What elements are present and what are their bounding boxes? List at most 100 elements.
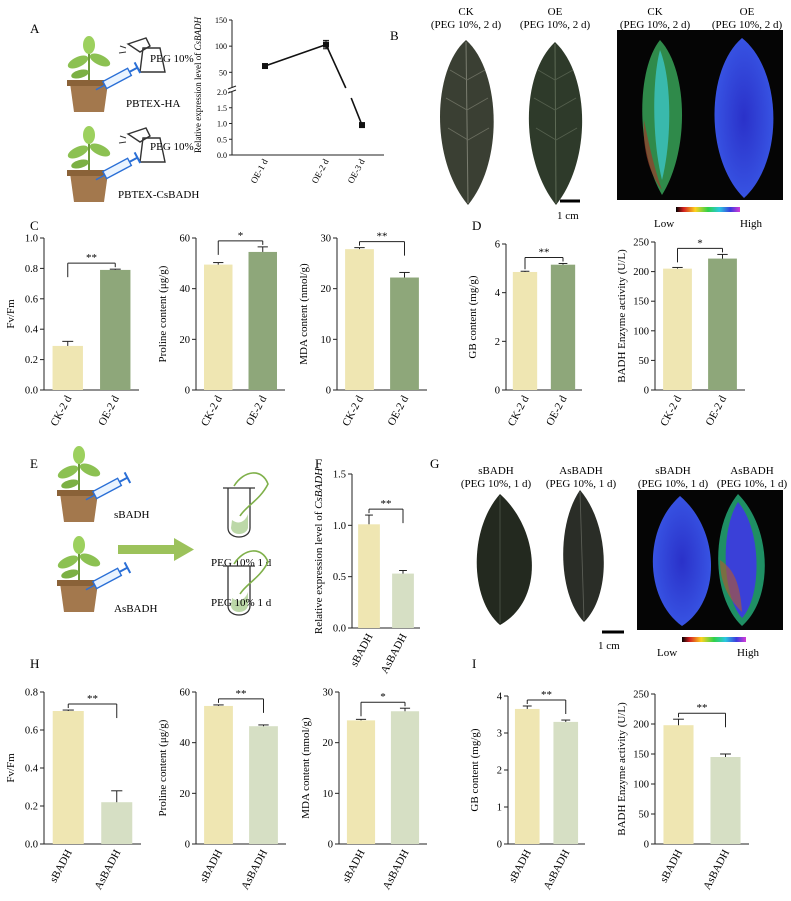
colorbar-low-g: Low [657, 647, 677, 659]
significance-label: * [697, 237, 703, 249]
bar-chart-i1: 0 1 2 3 4 GB content (mg/g) sBADH AsBADH ** [469, 689, 585, 892]
x-tick-label: OE-2 d [703, 393, 729, 427]
y-tick-label: 1.5 [217, 104, 227, 113]
y-tick-label: 250 [633, 238, 649, 249]
panel-letter-a: A [30, 21, 40, 36]
leaf-photo-oe [528, 42, 583, 205]
y-tick-label: 0 [495, 386, 500, 397]
colorbar-low-b: Low [654, 218, 674, 230]
bar [52, 711, 84, 844]
bar [204, 705, 233, 844]
bar [550, 264, 576, 390]
bar [52, 345, 83, 390]
y-tick-label: 4 [495, 288, 501, 299]
x-tick-label: AsBADH [379, 632, 410, 676]
y-tick-label: 50 [639, 810, 650, 821]
significance-label: ** [236, 688, 247, 700]
x-tick-label: AsBADH [381, 848, 412, 892]
x-tick-label: AsBADH [239, 848, 270, 892]
y-tick-label: 150 [633, 297, 649, 308]
y-tick-label: 60 [180, 234, 191, 245]
significance-label: ** [541, 689, 552, 701]
panel-a-line-chart: 50 100 150 0.0 0.5 1.0 1.5 2.0 Relative expressi… [193, 16, 384, 185]
syringe-icon [85, 471, 132, 501]
y-tick-label: 1.0 [333, 521, 346, 532]
y-tick-label: 0.4 [25, 764, 39, 775]
x-tick-label: sBADH [507, 848, 534, 885]
y-axis-label: Relative expression level of CsBADH [193, 17, 203, 153]
data-point [323, 41, 329, 48]
x-tick-label: OE-2 d [244, 393, 270, 427]
bar [390, 277, 419, 390]
syringe-icon [95, 61, 142, 91]
y-tick-label: 0 [497, 840, 502, 851]
y-tick-label: 0.2 [25, 355, 38, 366]
panel-a-schematic: PEG 10% PBTEX-HA PEG 10% PBTEX [67, 36, 199, 202]
panel-g-photos: sBADH (PEG 10%, 1 d) AsBADH (PEG 10%, 1 … [461, 465, 624, 652]
panel-letter-e: E [30, 456, 38, 471]
y-axis-label: GB content (mg/g) [467, 275, 479, 358]
label-sbadh: sBADH [114, 509, 150, 521]
photo-title-asbadh: AsBADH [559, 465, 602, 477]
y-tick-label: 150 [215, 16, 227, 25]
x-tick-label: OE-2 d [310, 157, 331, 185]
panel-letter-b: B [390, 28, 399, 43]
x-tick-label: sBADH [340, 848, 367, 885]
leaf-photo-asbadh [563, 490, 604, 622]
label-peg-sbadh: PEG 10% 1 d [211, 557, 272, 569]
y-tick-label: 0.6 [25, 294, 38, 305]
data-point [359, 122, 365, 129]
y-axis-label-gene: CsBADH [313, 467, 325, 509]
y-axis-label: Proline content (μg/g) [157, 265, 169, 362]
y-tick-label: 40 [180, 738, 191, 749]
y-tick-label: 20 [321, 284, 332, 295]
y-tick-label: 150 [633, 750, 649, 761]
y-tick-label: 0 [185, 386, 190, 397]
panel-b-photos: CK (PEG 10%, 2 d) OE (PEG 10%, 2 d) 1 cm [431, 6, 591, 222]
x-tick-label: OE-2 d [385, 393, 411, 427]
potted-plant-icon [57, 536, 101, 612]
y-tick-label: 0.5 [217, 135, 227, 144]
x-tick-label: OE-1 d [249, 157, 270, 185]
bar-chart-d1: 0 2 4 6 GB content (mg/g) CK-2 d OE-2 d ** [467, 240, 582, 428]
syringe-icon [95, 151, 142, 181]
y-tick-label: 1.0 [25, 234, 38, 245]
bar [663, 725, 694, 844]
y-tick-label: 0.6 [25, 726, 38, 737]
scale-bar-label-b: 1 cm [557, 210, 579, 222]
significance-label: ** [87, 693, 98, 705]
y-tick-label: 0.0 [25, 840, 38, 851]
y-tick-label: 40 [180, 284, 191, 295]
bar-chart-h3: 0 10 20 30 MDA content (nmol/g) sBADH AsBADH * [300, 688, 427, 892]
photo-subtitle-ck: (PEG 10%, 2 d) [431, 19, 502, 31]
significance-label: ** [697, 702, 708, 714]
label-asbadh: AsBADH [114, 603, 157, 615]
y-tick-label: 0 [328, 840, 333, 851]
label-peg-asbadh: PEG 10% 1 d [211, 597, 272, 609]
label-peg-top: PEG 10% [150, 53, 194, 65]
bar [100, 269, 131, 390]
y-tick-label: 100 [215, 42, 227, 51]
significance-label: ** [377, 231, 388, 243]
bar [512, 271, 538, 390]
panel-letter-f: F [315, 456, 322, 471]
bar [346, 720, 376, 844]
y-tick-label: 20 [180, 335, 191, 346]
y-tick-label: 50 [219, 68, 227, 77]
x-tick-label: CK-2 d [506, 393, 532, 428]
potted-plant-icon [57, 446, 101, 522]
y-tick-label: 6 [495, 240, 500, 251]
x-tick-label: sBADH [348, 632, 375, 669]
y-tick-label: 200 [633, 267, 649, 278]
panel-b-fluorescence: CK (PEG 10%, 2 d) OE (PEG 10%, 2 d) Low … [617, 6, 783, 230]
photo-title-ck: CK [458, 6, 473, 18]
x-tick-label: OE-3 d [346, 157, 367, 185]
y-tick-label: 250 [633, 690, 649, 701]
significance-label: * [238, 230, 244, 242]
y-axis-label: Relative expression level of CsBADH [313, 467, 325, 634]
y-tick-label: 200 [633, 720, 649, 731]
fluor-subtitle-oe: (PEG 10%, 2 d) [712, 19, 783, 31]
test-tube-leaf-icon [223, 472, 269, 538]
bar [553, 721, 579, 844]
